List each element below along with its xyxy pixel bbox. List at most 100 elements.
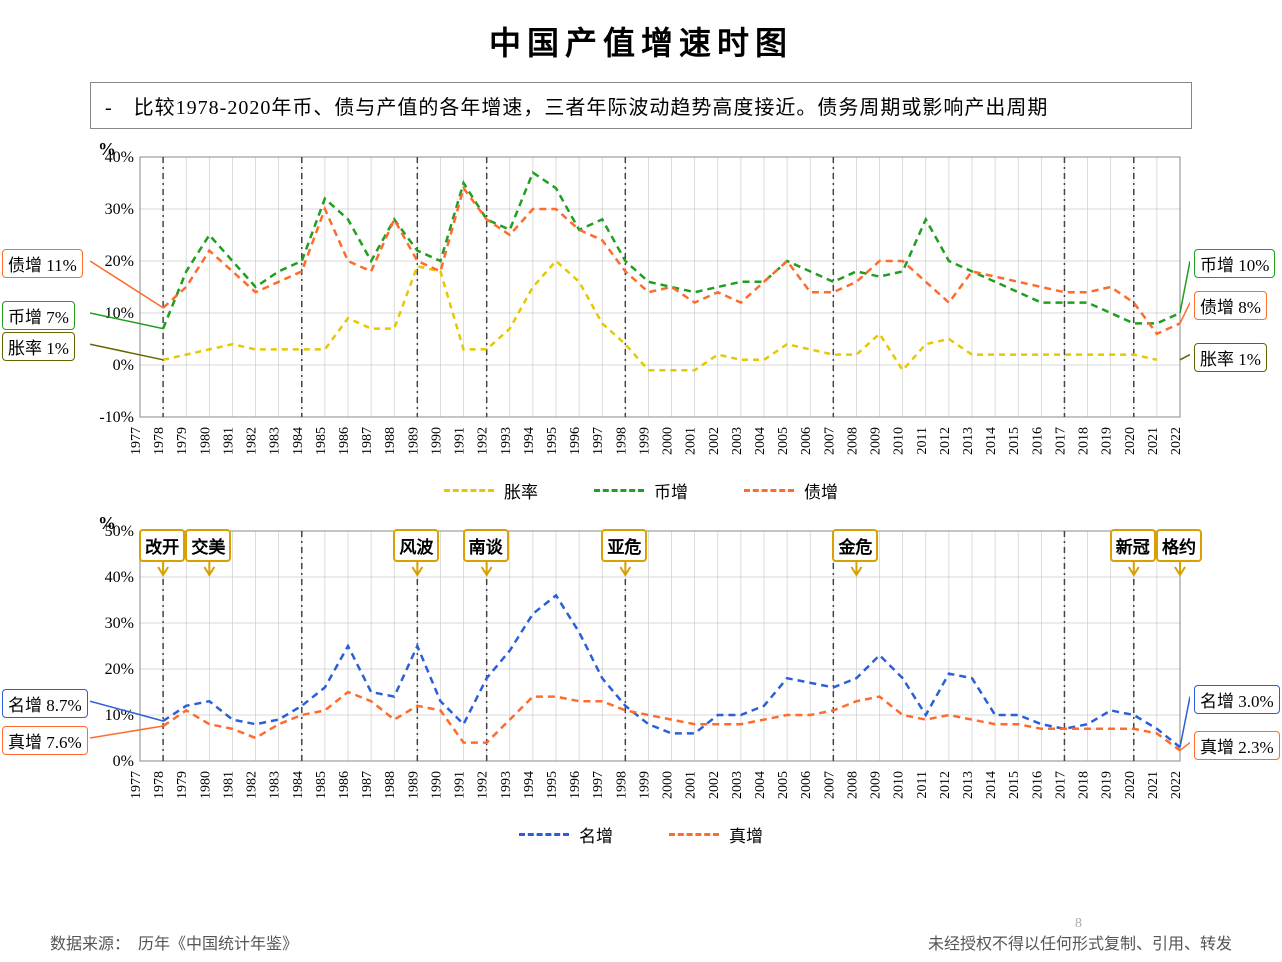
svg-text:2009: 2009 — [869, 771, 884, 799]
svg-text:2000: 2000 — [661, 771, 676, 799]
callout-label: 名增 8.7% — [2, 689, 88, 718]
legend-item: 币增 — [594, 478, 688, 503]
svg-text:2002: 2002 — [707, 427, 722, 455]
event-label: 改开 — [139, 529, 185, 562]
svg-text:1998: 1998 — [614, 427, 629, 455]
svg-text:1991: 1991 — [453, 771, 468, 799]
callout-label: 胀率 1% — [2, 332, 75, 361]
svg-text:2005: 2005 — [776, 427, 791, 455]
legend-item: 名增 — [519, 822, 613, 847]
svg-text:40%: 40% — [105, 569, 134, 586]
svg-text:0%: 0% — [113, 357, 134, 374]
svg-text:2001: 2001 — [684, 771, 699, 799]
svg-text:2011: 2011 — [915, 427, 930, 454]
svg-text:1980: 1980 — [198, 771, 213, 799]
svg-text:1993: 1993 — [499, 771, 514, 799]
svg-text:2014: 2014 — [984, 427, 999, 455]
svg-text:2004: 2004 — [753, 427, 768, 455]
callout-label: 币增 7% — [2, 301, 75, 330]
event-label: 南谈 — [463, 529, 509, 562]
svg-text:2006: 2006 — [799, 427, 814, 455]
series-inflation — [163, 261, 1157, 370]
svg-text:2016: 2016 — [1030, 771, 1045, 799]
chart1-wrap-svg: -10%0%10%20%30%40%1977197819791980198119… — [90, 143, 1190, 473]
svg-text:2020: 2020 — [1123, 427, 1138, 455]
svg-text:2001: 2001 — [684, 427, 699, 455]
event-label: 风波 — [393, 529, 439, 562]
callout-label: 真增 2.3% — [1194, 731, 1280, 760]
svg-text:2021: 2021 — [1146, 771, 1161, 799]
svg-text:2017: 2017 — [1053, 427, 1068, 455]
svg-text:1998: 1998 — [614, 771, 629, 799]
svg-text:2011: 2011 — [915, 771, 930, 798]
chart1-unit: % — [98, 139, 116, 160]
svg-text:2016: 2016 — [1030, 427, 1045, 455]
svg-text:1989: 1989 — [406, 771, 421, 799]
svg-text:2008: 2008 — [845, 771, 860, 799]
legend-label: 胀率 — [504, 478, 538, 503]
svg-text:1984: 1984 — [291, 771, 306, 799]
event-label: 交美 — [185, 529, 231, 562]
svg-text:1982: 1982 — [245, 771, 260, 799]
callout-label: 胀率 1% — [1194, 343, 1267, 372]
svg-text:1989: 1989 — [406, 427, 421, 455]
legend-label: 名增 — [579, 822, 613, 847]
svg-text:1994: 1994 — [522, 427, 537, 455]
svg-text:1994: 1994 — [522, 771, 537, 799]
legend-swatch — [444, 489, 494, 492]
svg-text:2019: 2019 — [1100, 427, 1115, 455]
svg-text:1979: 1979 — [175, 427, 190, 455]
svg-text:1986: 1986 — [337, 427, 352, 455]
svg-text:1992: 1992 — [476, 427, 491, 455]
legend-label: 真增 — [729, 822, 763, 847]
svg-text:1977: 1977 — [129, 771, 144, 799]
legend-label: 币增 — [654, 478, 688, 503]
svg-text:2009: 2009 — [869, 427, 884, 455]
svg-text:2006: 2006 — [799, 771, 814, 799]
svg-text:20%: 20% — [105, 661, 134, 678]
chart2-legend: 名增 真增 — [0, 821, 1282, 847]
svg-text:1993: 1993 — [499, 427, 514, 455]
chart2-container: % 0%10%20%30%40%50%197719781979198019811… — [90, 517, 1192, 817]
svg-text:2004: 2004 — [753, 771, 768, 799]
callout-label: 债增 8% — [1194, 291, 1267, 320]
svg-text:2015: 2015 — [1007, 771, 1022, 799]
svg-text:2007: 2007 — [822, 427, 837, 455]
svg-text:1987: 1987 — [360, 427, 375, 455]
svg-text:1999: 1999 — [637, 427, 652, 455]
footer: 数据来源： 历年《中国统计年鉴》 未经授权不得以任何形式复制、引用、转发 — [0, 930, 1282, 954]
svg-text:2000: 2000 — [661, 427, 676, 455]
svg-text:1981: 1981 — [221, 771, 236, 799]
svg-text:1983: 1983 — [268, 427, 283, 455]
svg-text:1997: 1997 — [591, 427, 606, 455]
svg-text:1996: 1996 — [568, 427, 583, 455]
footer-left: 数据来源： 历年《中国统计年鉴》 — [50, 930, 298, 954]
svg-text:1995: 1995 — [545, 771, 560, 799]
callout-label: 名增 3.0% — [1194, 685, 1280, 714]
svg-text:2007: 2007 — [822, 771, 837, 799]
svg-text:1999: 1999 — [637, 771, 652, 799]
footer-right: 未经授权不得以任何形式复制、引用、转发 — [928, 930, 1232, 954]
chart1-container: % -10%0%10%20%30%40%19771978197919801981… — [90, 143, 1192, 473]
svg-text:1988: 1988 — [383, 427, 398, 455]
legend-swatch — [669, 833, 719, 836]
svg-text:2013: 2013 — [961, 427, 976, 455]
callout-label: 真增 7.6% — [2, 726, 88, 755]
legend-swatch — [519, 833, 569, 836]
svg-text:1984: 1984 — [291, 427, 306, 455]
legend-item: 真增 — [669, 822, 763, 847]
svg-text:30%: 30% — [105, 615, 134, 632]
svg-text:1985: 1985 — [314, 771, 329, 799]
svg-text:1980: 1980 — [198, 427, 213, 455]
legend-item: 胀率 — [444, 478, 538, 503]
svg-text:2019: 2019 — [1100, 771, 1115, 799]
svg-text:-10%: -10% — [99, 409, 134, 426]
svg-text:2002: 2002 — [707, 771, 722, 799]
svg-text:2013: 2013 — [961, 771, 976, 799]
svg-text:1997: 1997 — [591, 771, 606, 799]
svg-text:1990: 1990 — [429, 427, 444, 455]
svg-text:1982: 1982 — [245, 427, 260, 455]
svg-text:2010: 2010 — [892, 427, 907, 455]
subtitle-box: - 比较1978-2020年币、债与产值的各年增速，三者年际波动趋势高度接近。债… — [90, 82, 1192, 129]
event-label: 金危 — [832, 529, 878, 562]
